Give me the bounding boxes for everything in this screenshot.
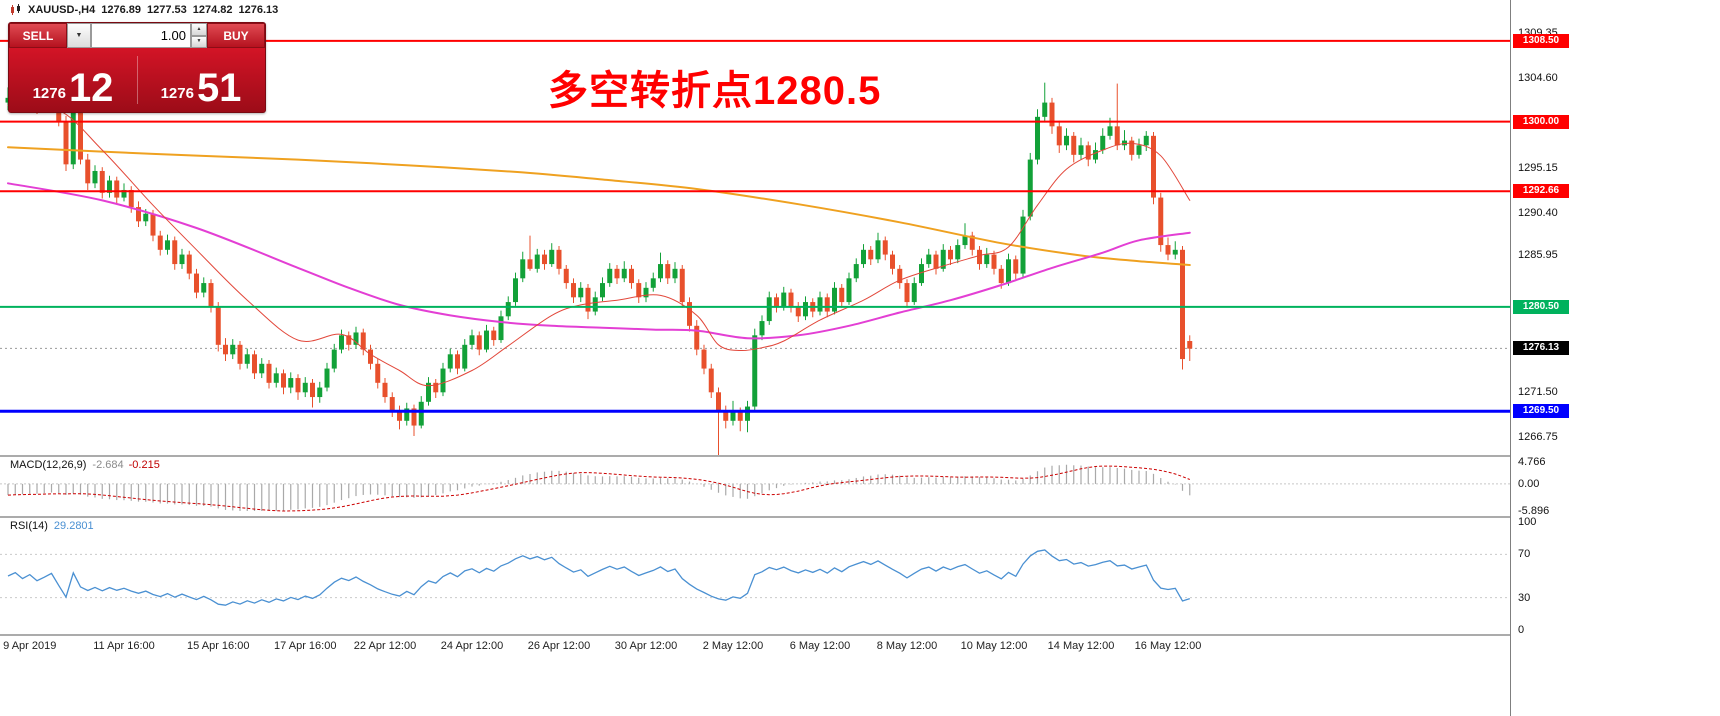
chevron-down-icon: ▼: [196, 38, 202, 45]
time-axis-label: 17 Apr 16:00: [274, 640, 337, 652]
candlestick-chart-icon: [10, 4, 22, 16]
volume-decrease-button[interactable]: ▼: [191, 35, 207, 48]
time-axis-label: 2 May 12:00: [702, 640, 764, 652]
price-axis-label: 0.00: [1518, 477, 1540, 490]
macd-indicator-canvas[interactable]: [0, 457, 1510, 516]
price-chart-canvas[interactable]: [0, 0, 1510, 455]
price-axis-label: 30: [1518, 591, 1531, 604]
ask-price-pips: 51: [196, 66, 242, 111]
chevron-down-icon: ▼: [75, 32, 83, 39]
price-axis-label: 4.766: [1518, 456, 1546, 468]
price-axis[interactable]: 1309.35 1304.60 1295.15 1290.40 1285.95 1271.…: [1510, 0, 1720, 716]
price-axis-label: 1271.50: [1518, 386, 1558, 399]
ma-slow-line: [7, 146, 1191, 266]
price-line-badge: 1269.50: [1513, 404, 1569, 419]
macd-name: MACD(12,26,9): [10, 459, 87, 471]
symbol-quote-bar: XAUUSD-,H4 1276.89 1277.53 1274.82 1276.…: [10, 4, 278, 16]
panel-divider[interactable]: [0, 516, 1720, 518]
trade-controls-row: SELL ▼ ▲ ▼ BUY: [9, 23, 265, 48]
ma-medium-line: [7, 182, 1191, 340]
time-axis-label: 16 May 12:00: [1134, 640, 1202, 652]
price-axis-label: 0: [1518, 624, 1525, 636]
chart-annotation-text: 多空转折点1280.5: [548, 69, 882, 113]
price-axis-label: 1295.15: [1518, 161, 1558, 174]
volume-stepper: ▲ ▼: [191, 23, 207, 48]
price-line-badge: 1276.13: [1513, 341, 1569, 356]
price-axis-label: 70: [1518, 548, 1531, 561]
ask-price: 1276 51: [137, 48, 265, 112]
buy-button[interactable]: BUY: [207, 23, 265, 48]
volume-increase-button[interactable]: ▲: [191, 23, 207, 36]
bid-price: 1276 12: [9, 48, 137, 112]
time-axis-label: 30 Apr 12:00: [614, 640, 678, 652]
price-axis-label: 1290.40: [1518, 206, 1558, 219]
chevron-up-icon: ▲: [196, 25, 202, 32]
bid-ask-divider: [137, 56, 138, 104]
quote-close: 1276.13: [238, 4, 279, 16]
time-axis-label: 15 Apr 16:00: [187, 640, 250, 652]
price-axis-label: 1304.60: [1518, 71, 1558, 84]
price-line-badge: 1300.00: [1513, 114, 1569, 129]
time-axis-label: 8 May 12:00: [876, 640, 938, 652]
bid-price-pips: 12: [68, 66, 114, 111]
rsi-label: RSI(14) 29.2801: [10, 520, 94, 532]
price-axis-label: -5.896: [1518, 505, 1550, 517]
ma-fast-line: [7, 104, 1191, 387]
volume-input[interactable]: [91, 23, 191, 48]
rsi-value: 29.2801: [53, 520, 94, 532]
time-axis-label: 9 Apr 2019: [3, 640, 57, 652]
price-axis-label: 1285.95: [1518, 249, 1558, 262]
symbol-name: XAUUSD-,H4: [28, 4, 96, 16]
price-axis-label: 1266.75: [1518, 431, 1558, 444]
one-click-trading-panel: SELL ▼ ▲ ▼ BUY 1276 12 1276 51: [8, 22, 266, 113]
volume-dropdown-button[interactable]: ▼: [67, 23, 91, 48]
quote-low: 1274.82: [192, 4, 233, 16]
macd-main-value: -2.684: [92, 459, 124, 471]
time-axis[interactable]: 9 Apr 2019 11 Apr 16:00 15 Apr 16:00 17 Apr…: [0, 636, 1510, 658]
ask-price-major: 1276: [160, 85, 194, 102]
bid-price-major: 1276: [32, 85, 66, 102]
price-line-badge: 1280.50: [1513, 299, 1569, 314]
price-line-badge: 1292.66: [1513, 184, 1569, 199]
bid-ask-display: 1276 12 1276 51: [9, 48, 265, 112]
time-axis-label: 24 Apr 12:00: [440, 640, 504, 652]
time-axis-label: 26 Apr 12:00: [527, 640, 591, 652]
time-axis-label: 14 May 12:00: [1047, 640, 1115, 652]
time-axis-label: 10 May 12:00: [960, 640, 1028, 652]
macd-label: MACD(12,26,9) -2.684 -0.215: [10, 459, 160, 471]
price-axis-label: 100: [1518, 516, 1537, 528]
rsi-name: RSI(14): [10, 520, 48, 532]
time-axis-label: 22 Apr 12:00: [353, 640, 417, 652]
sell-button[interactable]: SELL: [9, 23, 67, 48]
quote-open: 1276.89: [101, 4, 141, 16]
time-axis-label: 6 May 12:00: [789, 640, 851, 652]
panel-divider[interactable]: [0, 634, 1720, 636]
price-line-badge: 1308.50: [1513, 33, 1569, 48]
macd-signal-value: -0.215: [128, 459, 160, 471]
time-axis-label: 11 Apr 16:00: [93, 640, 155, 652]
panel-divider[interactable]: [0, 455, 1720, 457]
rsi-indicator-canvas[interactable]: [0, 518, 1510, 634]
quote-high: 1277.53: [147, 4, 187, 16]
